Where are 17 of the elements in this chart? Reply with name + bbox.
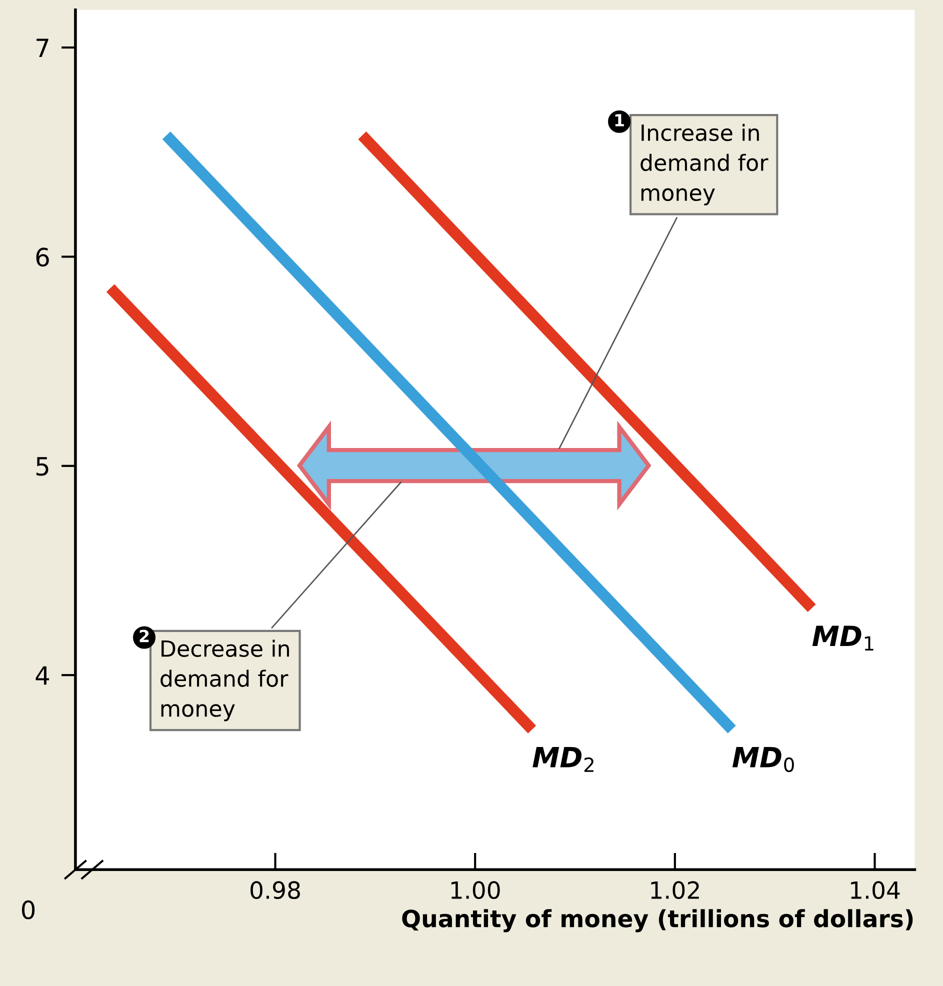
- y-tick-label: 7: [36, 38, 48, 58]
- series-label: MD$_{2}$: [532, 747, 594, 772]
- y-tick-label: 4: [36, 666, 50, 685]
- x-tick-label: 0.98: [250, 881, 300, 900]
- series-label: MD$_{0}$: [732, 747, 794, 772]
- annotation: Increase in demand for money: [640, 124, 768, 206]
- annotation: Decrease in demand for money: [160, 640, 289, 722]
- text: 0: [22, 900, 35, 920]
- x-axis-title: Quantity of money (trillions of dollars): [402, 909, 913, 932]
- x-tick-label: 1.00: [451, 881, 500, 900]
- y-tick-label: 5: [36, 457, 48, 476]
- annotation: 2: [140, 630, 149, 642]
- x-tick-label: 1.02: [651, 881, 699, 900]
- series-label: MD$_{1}$: [812, 626, 874, 651]
- x-tick-label: 1.04: [851, 881, 900, 900]
- annotation: 1: [615, 114, 624, 126]
- y-tick-label: 6: [36, 248, 49, 267]
